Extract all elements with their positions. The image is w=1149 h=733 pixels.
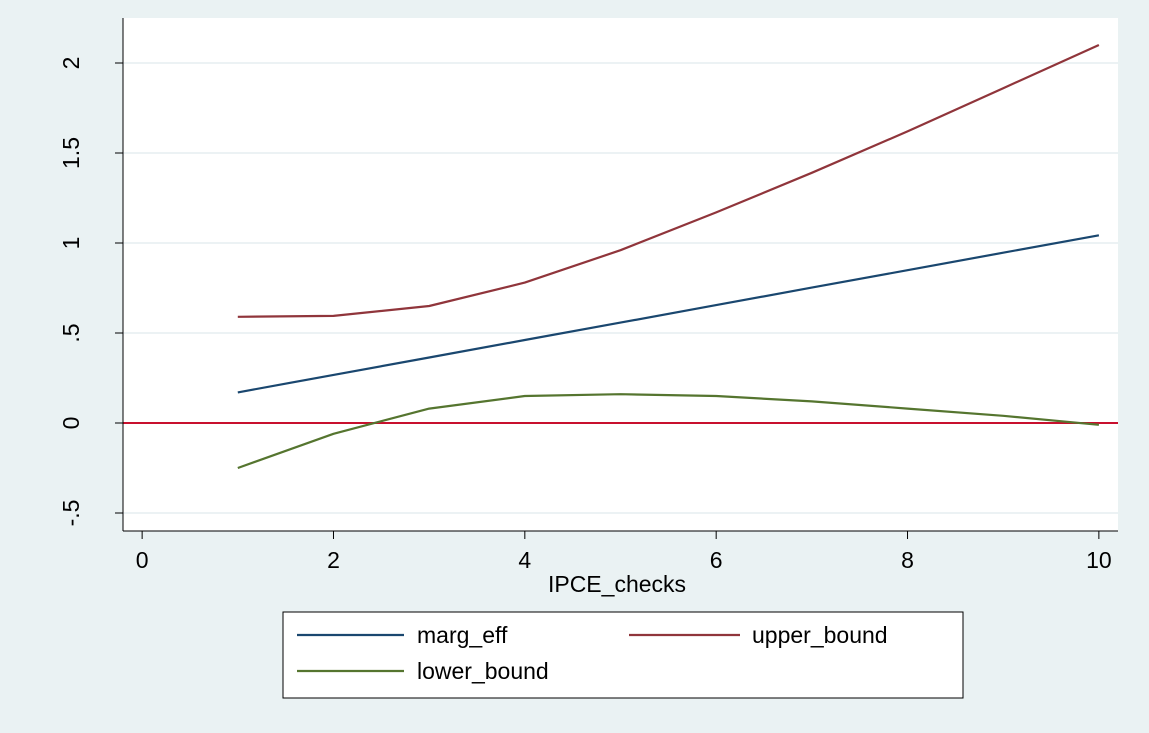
plot-area bbox=[123, 18, 1118, 531]
x-axis-title: IPCE_checks bbox=[548, 571, 686, 597]
x-tick-label: 4 bbox=[518, 547, 531, 573]
upper_bound-line bbox=[237, 43, 1100, 318]
marg_eff-line bbox=[237, 234, 1100, 394]
series-layer bbox=[237, 43, 1100, 470]
legend-label-upper_bound: upper_bound bbox=[752, 622, 888, 648]
x-tick-label: 6 bbox=[710, 547, 723, 573]
legend-box bbox=[282, 611, 964, 699]
y-tick-label: 1.5 bbox=[58, 137, 84, 169]
lower_bound-line bbox=[237, 393, 1100, 470]
y-tick-label: .5 bbox=[58, 323, 84, 342]
legend: marg_eff upper_bound lower_bound bbox=[282, 611, 964, 699]
x-tick-label: 10 bbox=[1086, 547, 1112, 573]
y-tick-label: -.5 bbox=[58, 500, 84, 527]
y-tick-label: 1 bbox=[58, 237, 84, 250]
axes: -.5 0 .5 1 1.5 2 0 2 4 6 8 10 bbox=[58, 18, 1118, 573]
legend-label-lower_bound: lower_bound bbox=[417, 658, 549, 684]
x-tick-label: 8 bbox=[901, 547, 914, 573]
x-tick-label: 2 bbox=[327, 547, 340, 573]
y-tick-label: 2 bbox=[58, 57, 84, 70]
legend-label-marg_eff: marg_eff bbox=[417, 622, 508, 648]
y-tick-label: 0 bbox=[58, 417, 84, 430]
x-tick-label: 0 bbox=[136, 547, 149, 573]
